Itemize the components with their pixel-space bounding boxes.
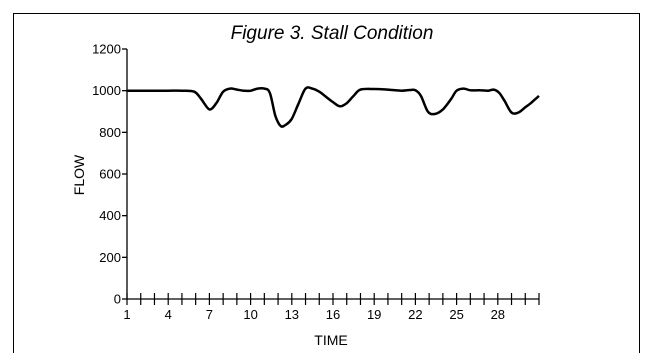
figure-frame bbox=[13, 13, 640, 353]
x-tick-label: 13 bbox=[285, 307, 299, 322]
y-tick-label: 400 bbox=[99, 208, 121, 223]
x-tick-label: 10 bbox=[243, 307, 257, 322]
chart-title: Figure 3. Stall Condition bbox=[231, 23, 434, 44]
y-tick-label: 200 bbox=[99, 250, 121, 265]
y-tick-label: 1000 bbox=[92, 83, 121, 98]
x-tick-label: 22 bbox=[408, 307, 422, 322]
x-tick-label: 16 bbox=[326, 307, 340, 322]
x-tick-label: 4 bbox=[165, 307, 172, 322]
y-axis: 0 200 400 600 800 1000 1200 bbox=[92, 42, 128, 307]
x-tick-label: 19 bbox=[367, 307, 381, 322]
y-tick-label: 600 bbox=[99, 167, 121, 182]
y-tick-label: 800 bbox=[99, 125, 121, 140]
x-axis: 1 4 7 10 13 16 19 22 25 28 bbox=[123, 293, 540, 322]
y-tick-label: 1200 bbox=[92, 42, 121, 57]
x-tick-label: 25 bbox=[449, 307, 463, 322]
x-tick-label: 7 bbox=[206, 307, 213, 322]
y-tick-label: 0 bbox=[114, 292, 121, 307]
x-tick-label: 28 bbox=[491, 307, 505, 322]
y-axis-label: FLOW bbox=[71, 154, 87, 195]
series-line-flow bbox=[126, 86, 540, 128]
x-axis-label: TIME bbox=[314, 332, 347, 348]
x-tick-label: 1 bbox=[123, 307, 130, 322]
